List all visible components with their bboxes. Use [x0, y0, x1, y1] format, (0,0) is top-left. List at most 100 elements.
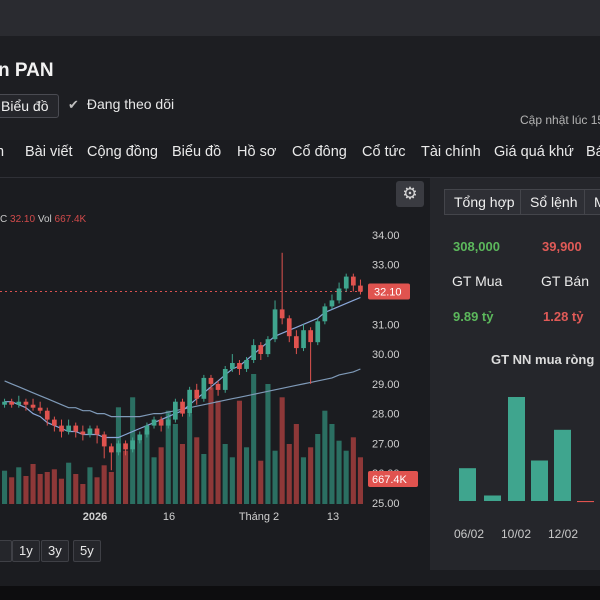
- candle: [187, 386, 192, 417]
- volume-bar: [336, 440, 342, 504]
- tab-profile[interactable]: Hồ sơ: [237, 144, 277, 160]
- candle-body: [215, 383, 221, 390]
- candle-body: [265, 339, 271, 355]
- candle: [215, 380, 221, 396]
- volume-bar: [137, 440, 143, 504]
- y-tick-label: 25.00: [372, 498, 400, 510]
- candle-body: [37, 407, 43, 411]
- tab-dividends[interactable]: Cổ tức: [362, 144, 406, 160]
- follow-button[interactable]: ✔ Đang theo dõi: [68, 96, 174, 113]
- volume-bar: [222, 444, 228, 504]
- candle-body: [173, 401, 178, 420]
- candle: [87, 425, 93, 438]
- candle: [130, 437, 135, 453]
- tab-summary[interactable]: Tổng hợp: [444, 189, 525, 215]
- candle-body: [315, 321, 321, 343]
- candle: [158, 416, 164, 432]
- volume-bar: [329, 424, 335, 504]
- gt-mua-label: GT Mua: [452, 273, 503, 289]
- candle: [201, 374, 207, 402]
- volume-bar: [350, 437, 356, 504]
- gt-mua-value: 9.89 tỷ: [453, 309, 494, 324]
- tab-order-book[interactable]: Sổ lệnh: [520, 189, 588, 215]
- volume-bar: [272, 450, 278, 504]
- foreign-date-label: 06/02: [454, 527, 484, 541]
- tab-financials[interactable]: Tài chính: [421, 144, 481, 160]
- last-volume-tag-bg: [368, 471, 418, 487]
- volume-bar: [208, 387, 214, 504]
- volume-bar: [315, 434, 321, 504]
- chart-legend: C 32.10 Vol 667.4K: [0, 214, 86, 225]
- volume-bar: [251, 374, 257, 504]
- bottom-strip: [0, 586, 600, 600]
- legend-close: 32.10: [10, 214, 36, 225]
- volume-bar: [172, 424, 178, 504]
- foreign-bar: [508, 397, 525, 501]
- y-tick-label: 27.00: [372, 438, 400, 450]
- volume-bar: [23, 476, 29, 504]
- candle-body: [230, 363, 235, 369]
- candle: [101, 431, 107, 459]
- tab-matched[interactable]: M: [584, 189, 600, 215]
- candle-body: [308, 330, 313, 343]
- tab-chart[interactable]: Biểu đồ: [172, 144, 222, 160]
- volume-bar: [44, 472, 50, 504]
- volume-bar: [37, 474, 43, 504]
- foreign-bar: [531, 460, 548, 501]
- candle: [16, 395, 22, 408]
- candle-body: [116, 443, 121, 453]
- gear-icon[interactable]: ⚙: [396, 181, 424, 207]
- tab-community[interactable]: Cộng đồng: [87, 144, 158, 160]
- volume-bar: [94, 477, 100, 504]
- candle: [301, 324, 306, 352]
- volume-bar: [279, 397, 285, 504]
- candle-body: [151, 419, 157, 426]
- candle: [258, 342, 264, 361]
- tab-articles[interactable]: Bài viết: [25, 144, 73, 160]
- candle: [151, 416, 157, 429]
- volume-bar: [265, 384, 271, 504]
- candle: [322, 303, 328, 325]
- candle: [244, 357, 249, 372]
- candle: [44, 407, 50, 426]
- candle-body: [286, 318, 292, 337]
- last-price-tag-text: 32.10: [374, 287, 402, 299]
- volume-bar: [322, 410, 328, 504]
- candle: [66, 419, 71, 435]
- candle-body: [94, 428, 100, 435]
- price-chart[interactable]: 34.0033.0032.0031.0030.0029.0028.0027.00…: [0, 178, 430, 538]
- candle: [59, 419, 64, 438]
- section-tabs: n Bài viết Cộng đồng Biểu đồ Hồ sơ Cổ đô…: [0, 140, 600, 178]
- candle: [230, 354, 235, 372]
- sell-volume: 39,900: [542, 239, 582, 254]
- range-button-1y[interactable]: 1y: [12, 540, 40, 562]
- y-tick-label: 33.00: [372, 260, 400, 272]
- candle-body: [2, 401, 7, 405]
- candle: [208, 374, 214, 390]
- volume-bar: [123, 450, 129, 504]
- chart-panel: [0, 178, 430, 570]
- tab-shareholders[interactable]: Cổ đông: [292, 144, 347, 160]
- candle-body: [165, 419, 171, 426]
- volume-bar: [357, 457, 363, 504]
- tab-more[interactable]: Bá: [586, 144, 600, 160]
- range-button-5y[interactable]: 5y: [73, 540, 101, 562]
- range-button-1m[interactable]: [0, 540, 12, 562]
- candle: [251, 339, 256, 363]
- volume-bar: [300, 457, 306, 504]
- volume-bar: [229, 457, 235, 504]
- range-button-3y[interactable]: 3y: [41, 540, 69, 562]
- candle: [294, 330, 299, 355]
- legend-vol-label: Vol: [37, 214, 52, 225]
- last-price-tag: 32.10: [368, 283, 410, 300]
- tab-price-history[interactable]: Giá quá khứ: [494, 144, 574, 160]
- candle-body: [66, 425, 71, 432]
- volume-bar: [151, 457, 157, 504]
- candle: [265, 336, 271, 358]
- tab-overview[interactable]: n: [0, 144, 5, 160]
- chart-button[interactable]: Biểu đồ: [0, 94, 60, 118]
- candle-body: [16, 401, 22, 405]
- candle: [94, 425, 100, 444]
- candle-body: [137, 434, 143, 441]
- volume-bar: [165, 410, 171, 504]
